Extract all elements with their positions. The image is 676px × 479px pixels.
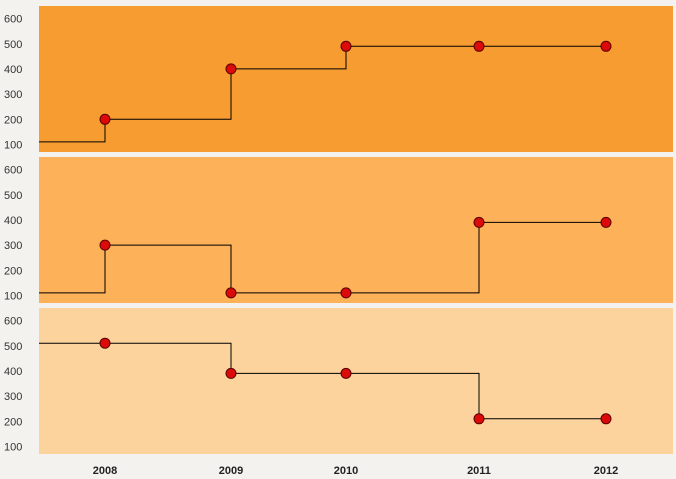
y-tick-label: 100	[4, 441, 22, 453]
data-point	[99, 239, 111, 251]
data-point	[99, 113, 111, 125]
panels: 100 200 300 400 500 600 100 200 300 400 500 600 100 2…	[4, 6, 673, 454]
data-point	[225, 367, 237, 379]
y-tick-label: 500	[4, 341, 22, 353]
x-tick-label: 2008	[93, 465, 117, 477]
y-tick-label: 200	[4, 265, 22, 277]
y-tick-label: 600	[4, 14, 22, 26]
y-tick-label: 400	[4, 215, 22, 227]
y-tick-label: 400	[4, 366, 22, 378]
y-tick-label: 500	[4, 39, 22, 51]
data-point	[340, 287, 352, 299]
y-tick-label: 400	[4, 64, 22, 76]
y-tick-label: 500	[4, 190, 22, 202]
x-tick-label: 2010	[334, 465, 358, 477]
data-point	[225, 63, 237, 75]
x-tick-label: 2012	[594, 465, 618, 477]
panel-background	[39, 308, 673, 454]
y-tick-label: 600	[4, 316, 22, 328]
x-tick-label: 2009	[219, 465, 243, 477]
data-point	[473, 40, 485, 52]
data-point	[99, 337, 111, 349]
data-point	[225, 287, 237, 299]
y-tick-label: 100	[4, 139, 22, 151]
y-tick-label: 200	[4, 114, 22, 126]
panel-background	[39, 157, 673, 303]
data-point	[600, 413, 612, 425]
data-point	[340, 367, 352, 379]
panel-background	[39, 6, 673, 152]
x-axis: 2008 2009 2010 2011 2012	[93, 465, 618, 477]
y-tick-label: 300	[4, 391, 22, 403]
y-tick-label: 600	[4, 165, 22, 177]
x-tick-label: 2011	[467, 465, 491, 477]
y-tick-label: 100	[4, 290, 22, 302]
y-tick-label: 200	[4, 416, 22, 428]
data-point	[600, 216, 612, 228]
chart-panel-3: 100 200 300 400 500 600	[4, 308, 673, 454]
data-point	[473, 216, 485, 228]
chart-panel-2: 100 200 300 400 500 600	[4, 157, 673, 303]
data-point	[473, 413, 485, 425]
data-point	[340, 40, 352, 52]
series-step-line	[39, 342, 606, 420]
y-tick-label: 300	[4, 89, 22, 101]
y-tick-label: 300	[4, 240, 22, 252]
data-point	[600, 40, 612, 52]
chart-panel-1: 100 200 300 400 500 600	[4, 6, 673, 152]
